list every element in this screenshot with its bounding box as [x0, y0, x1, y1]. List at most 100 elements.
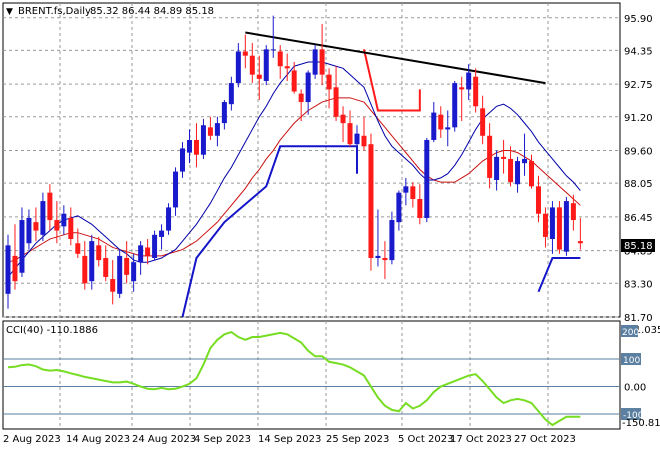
candle-body — [424, 139, 430, 218]
candle-body — [459, 87, 465, 90]
candle-body — [508, 158, 514, 183]
candle-body — [61, 213, 67, 227]
candle-body — [235, 51, 241, 84]
candle-body — [5, 245, 11, 294]
candle-body — [19, 220, 25, 273]
candle-body — [515, 161, 521, 185]
candle-body — [556, 207, 562, 250]
cci-scale-min: -150.815 — [622, 418, 660, 429]
chart-ohlc: 85.32 86.44 84.89 85.18 — [90, 6, 214, 17]
price-tick-label: 91.20 — [624, 113, 653, 124]
candle-body — [494, 156, 500, 181]
candle-body — [47, 192, 53, 221]
candle-body — [33, 222, 39, 231]
candle-body — [221, 102, 227, 124]
x-axis-label: 14 Sep 2023 — [258, 434, 321, 445]
price-tick-label: 84.85 — [624, 247, 653, 258]
candle-body — [103, 257, 109, 277]
cci-line — [7, 330, 581, 427]
candle-body — [173, 171, 179, 208]
candle-body — [396, 192, 402, 223]
candle-body — [228, 83, 234, 105]
candle-body — [82, 255, 88, 284]
current-price-label: 85.18 — [624, 241, 653, 252]
candle-body — [417, 198, 423, 218]
candle-body — [577, 241, 583, 244]
price-tick-label: 86.45 — [624, 213, 653, 224]
candle-body — [354, 133, 360, 145]
candle-body — [326, 74, 332, 90]
candle-body — [75, 243, 81, 254]
slow-ma-line — [7, 97, 581, 263]
current-price-badge — [621, 239, 655, 252]
price-tick-label: 94.35 — [624, 46, 653, 57]
candle-body — [124, 257, 130, 275]
trend-line — [245, 31, 546, 85]
candle-body — [117, 255, 123, 294]
candle-body — [382, 257, 388, 261]
cci-panel-frame — [2, 320, 621, 430]
resistance-step-line — [363, 49, 421, 112]
candle-body — [68, 217, 74, 240]
candle-body — [145, 247, 151, 256]
x-axis-label: 27 Oct 2023 — [514, 434, 576, 445]
candle-body — [529, 161, 534, 187]
candle-body — [570, 203, 576, 221]
price-tick-label: 81.70 — [624, 313, 653, 324]
candle-body — [333, 87, 339, 117]
x-axis-label: 4 Sep 2023 — [194, 434, 251, 445]
cci-title: CCI(40) -110.1886 — [6, 325, 98, 336]
candle-body — [131, 262, 137, 282]
candle-body — [277, 51, 283, 67]
candle-body — [110, 279, 116, 292]
candle-body — [361, 135, 367, 147]
candle-body — [26, 217, 32, 244]
candle-body — [291, 70, 297, 92]
cci-level-box-top — [621, 325, 638, 337]
candle-body — [138, 245, 144, 263]
cci-scale-max: 231.0358 — [622, 325, 660, 336]
chart-symbol: BRENT.fs,Daily — [18, 6, 91, 17]
candle-body — [445, 127, 451, 130]
grid-layer — [3, 3, 620, 429]
candle-body — [535, 186, 541, 214]
candle-body — [270, 49, 276, 51]
candle-layer — [5, 15, 583, 309]
candle-body — [431, 112, 437, 140]
candle-body — [186, 139, 192, 153]
price-tick-label: 95.90 — [624, 14, 653, 25]
candle-body — [305, 72, 311, 103]
x-axis-label: 14 Aug 2023 — [66, 434, 130, 445]
candle-body — [12, 255, 18, 282]
candle-body — [193, 139, 199, 155]
candle-body — [40, 201, 46, 235]
axis-layer: 95.90 94.35 92.75 91.20 89.60 88.05 86.45 84.85… — [3, 14, 653, 445]
x-axis-label: 25 Sep 2023 — [326, 434, 389, 445]
candle-body — [347, 123, 353, 145]
candle-body — [319, 49, 325, 75]
candle-body — [249, 55, 255, 75]
candle-body — [473, 76, 479, 107]
symbol-arrow-icon: ▼ — [6, 7, 13, 17]
candle-body — [180, 148, 185, 172]
candle-body — [480, 108, 486, 136]
support-step-line-2 — [537, 256, 581, 293]
candle-body — [284, 66, 290, 69]
x-axis-label: 5 Oct 2023 — [398, 434, 453, 445]
cci-level-box-label: 100 — [623, 356, 640, 366]
candle-body — [312, 49, 318, 75]
candle-body — [389, 220, 395, 261]
candle-body — [200, 125, 206, 155]
price-tick-label: 83.30 — [624, 279, 653, 290]
candle-body — [152, 234, 158, 258]
candle-body — [501, 156, 507, 159]
x-axis-label: 2 Aug 2023 — [3, 434, 61, 445]
candle-body — [375, 255, 381, 258]
x-axis-label: 17 Oct 2023 — [450, 434, 512, 445]
candle-body — [256, 74, 262, 79]
candle-body — [89, 241, 95, 282]
candle-body — [542, 213, 548, 237]
candle-body — [214, 123, 220, 136]
